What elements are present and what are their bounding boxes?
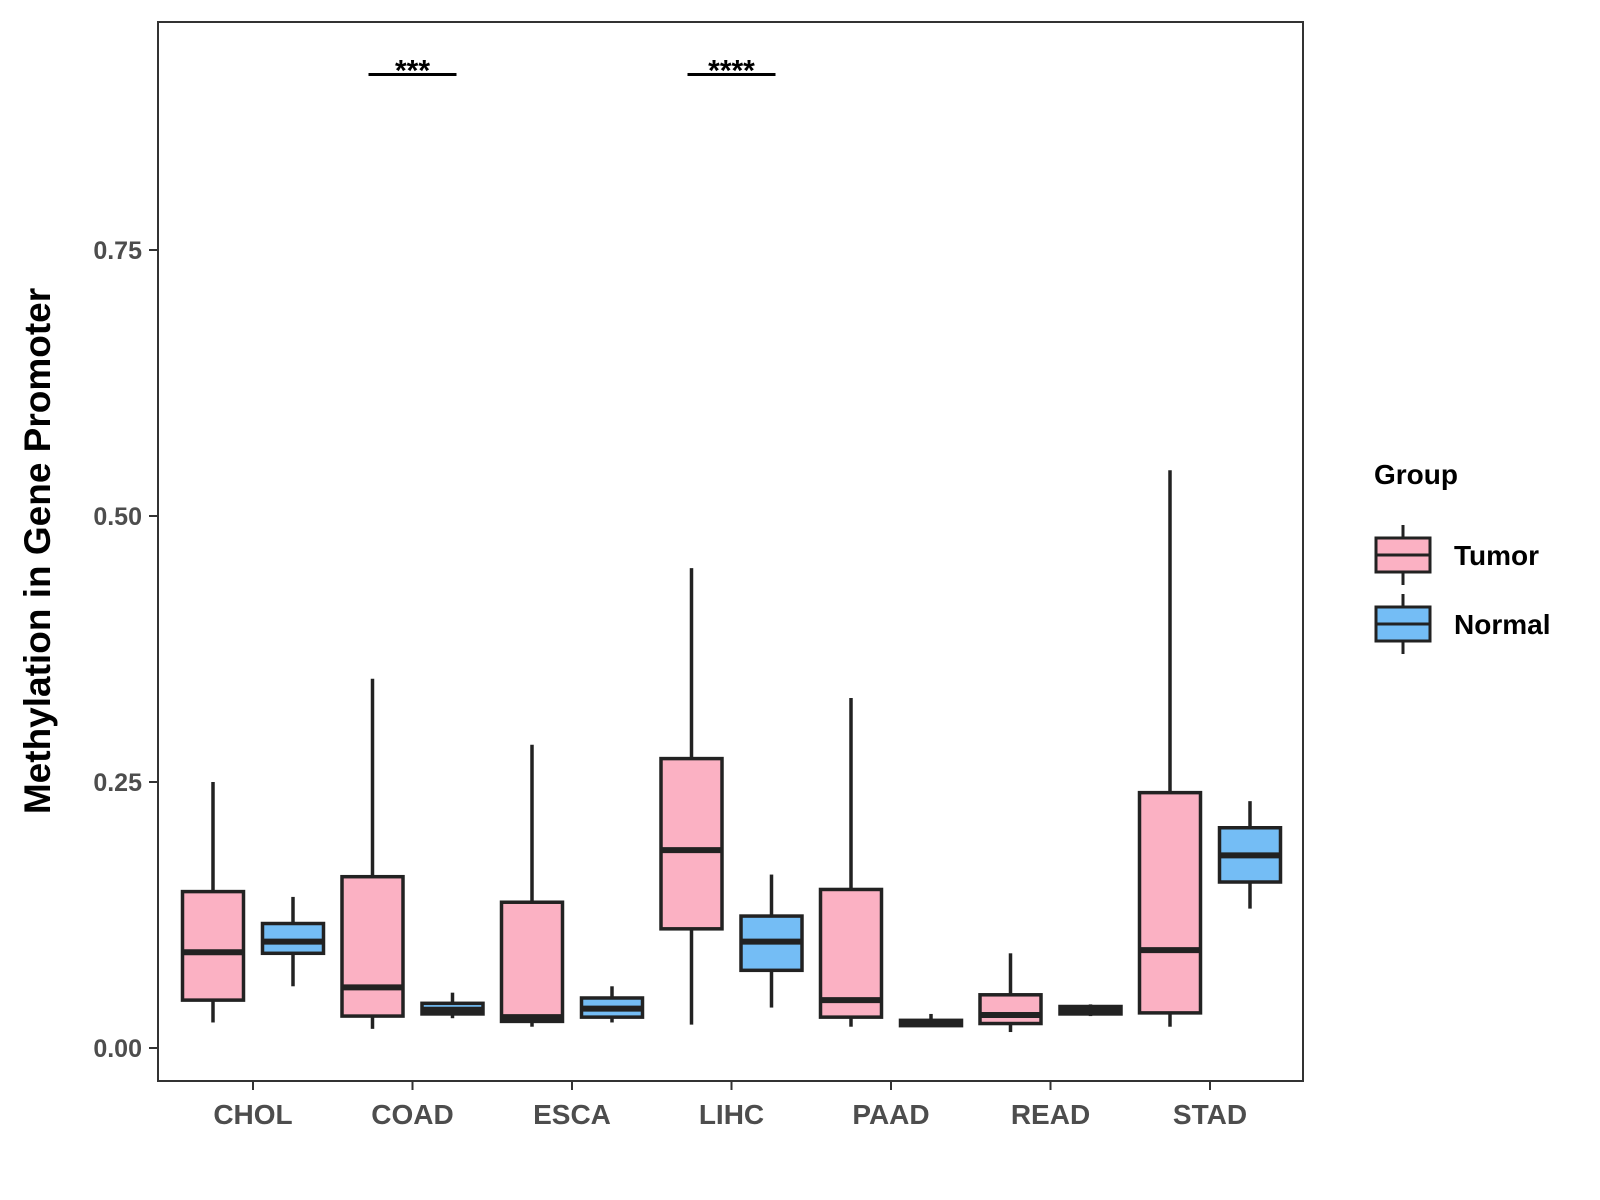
panel-border — [157, 21, 1304, 1082]
legend-item-tumor: Tumor — [1374, 525, 1539, 585]
box-iqr — [818, 887, 884, 1019]
x-tick-label: PAAD — [852, 1099, 929, 1130]
x-tick-label: READ — [1011, 1099, 1090, 1130]
box-tumor-stad — [1137, 470, 1203, 1027]
legend-label: Normal — [1454, 609, 1550, 640]
box-tumor-lihc — [659, 568, 724, 1025]
box-normal-chol — [260, 896, 326, 987]
y-axis-title: Methylation in Gene Promoter — [17, 288, 58, 814]
box-normal-read — [1058, 1004, 1123, 1017]
y-tick-label: 0.50 — [93, 503, 142, 531]
box-normal-paad — [898, 1013, 964, 1028]
box-tumor-coad — [340, 678, 405, 1029]
x-tick-label: STAD — [1173, 1099, 1247, 1130]
box-iqr — [180, 889, 246, 1002]
box-normal-coad — [420, 992, 485, 1019]
box-iqr — [340, 874, 405, 1018]
box-iqr — [1137, 790, 1203, 1015]
box-normal-stad — [1217, 801, 1283, 909]
box-tumor-read — [978, 953, 1043, 1033]
box-tumor-chol — [180, 782, 246, 1023]
legend: Group Tumor Normal — [1374, 459, 1550, 654]
box-normal-lihc — [739, 874, 804, 1008]
box-tumor-paad — [818, 697, 884, 1027]
box-iqr — [499, 900, 565, 1024]
plot-area: *** **** — [157, 21, 1304, 1082]
legend-item-normal: Normal — [1374, 594, 1550, 654]
x-tick-label: ESCA — [533, 1099, 611, 1130]
x-tick-label: CHOL — [213, 1099, 292, 1130]
y-tick-label: 0.00 — [93, 1035, 142, 1063]
y-tick-label: 0.25 — [93, 769, 142, 797]
box-iqr — [260, 921, 326, 956]
significance-label: **** — [708, 54, 755, 87]
box-normal-esca — [579, 986, 645, 1023]
box-iqr — [659, 756, 724, 931]
legend-label: Tumor — [1454, 540, 1539, 571]
x-tick-label: LIHC — [699, 1099, 764, 1130]
x-axis: CHOL COAD ESCA LIHC PAAD READ STAD — [213, 1081, 1247, 1130]
box-iqr — [978, 993, 1043, 1026]
legend-title: Group — [1374, 459, 1458, 490]
box-tumor-esca — [499, 744, 565, 1027]
y-axis: 0.00 0.25 0.50 0.75 — [93, 237, 158, 1063]
x-tick-label: COAD — [371, 1099, 453, 1130]
significance-label: *** — [395, 54, 430, 87]
y-tick-label: 0.75 — [93, 237, 142, 265]
